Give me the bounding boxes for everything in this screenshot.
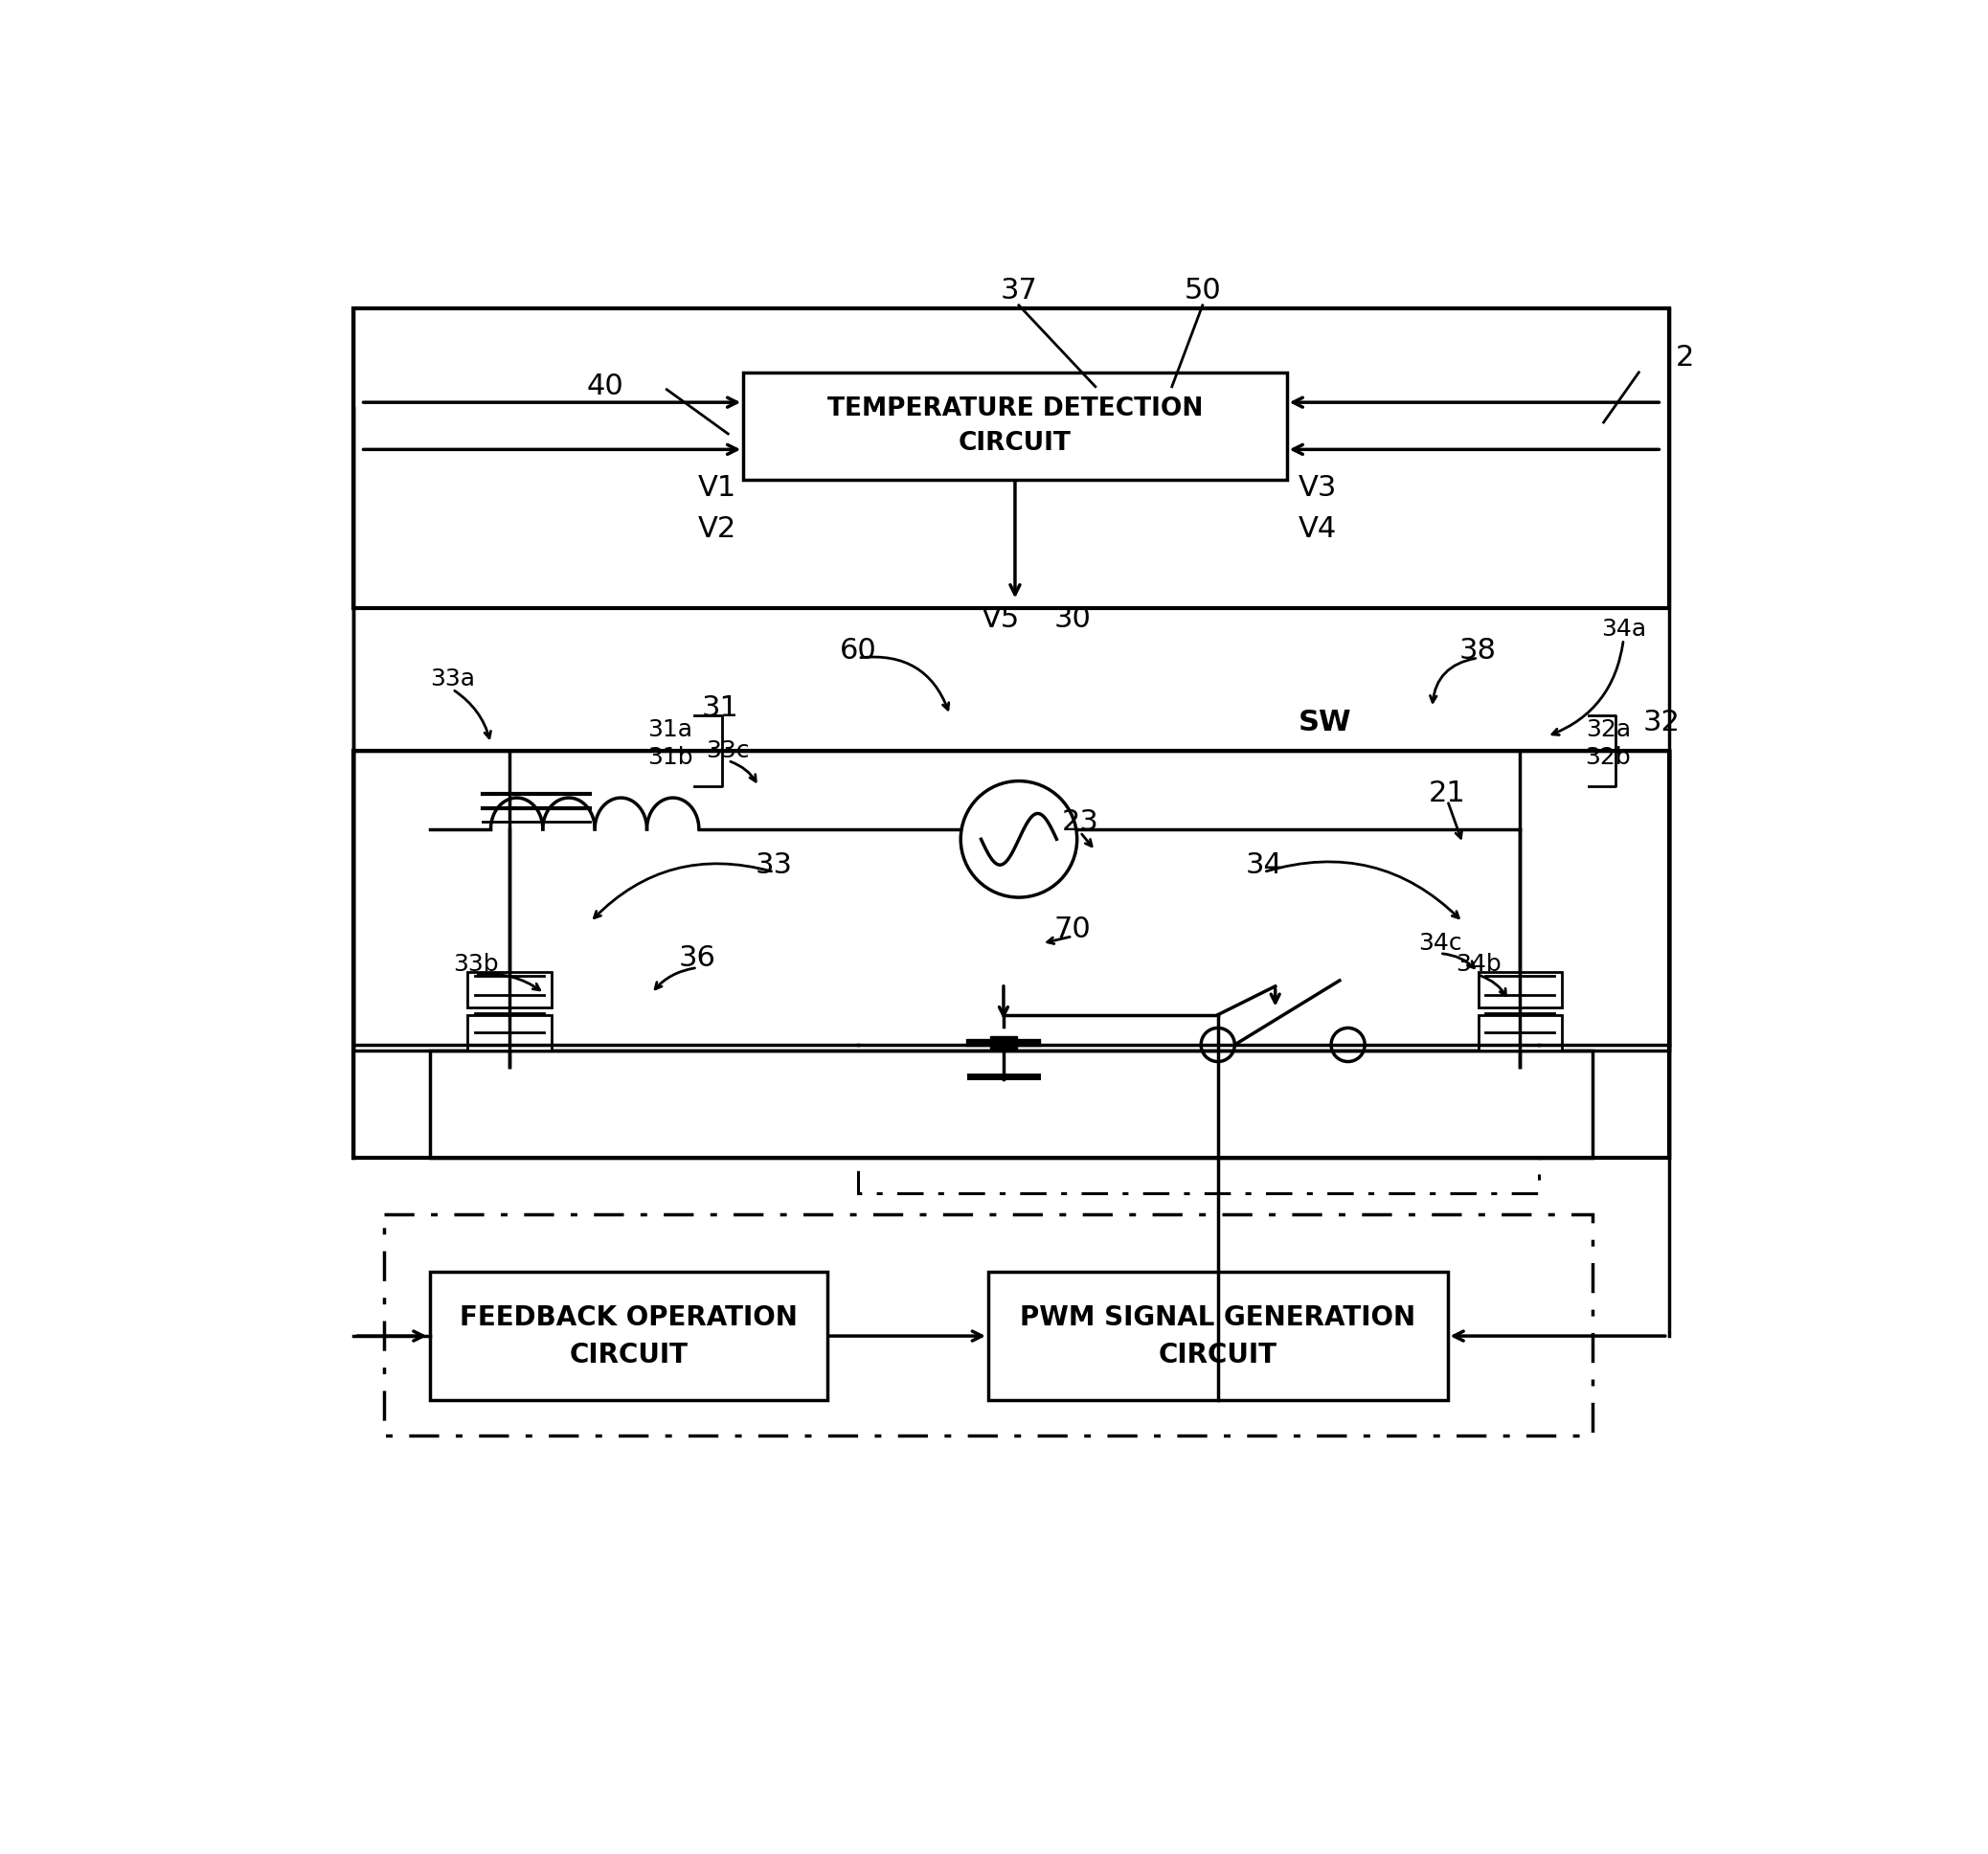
- Bar: [354, 751, 1670, 1051]
- Text: 31b: 31b: [646, 747, 692, 769]
- Text: 37: 37: [1000, 276, 1038, 304]
- Text: 23: 23: [1062, 808, 1099, 836]
- Text: 33b: 33b: [453, 953, 499, 977]
- Text: 34a: 34a: [1600, 617, 1646, 641]
- Text: 33c: 33c: [706, 740, 749, 762]
- Text: SW: SW: [1298, 708, 1352, 736]
- Text: V1: V1: [698, 475, 738, 502]
- Text: 33a: 33a: [429, 667, 475, 692]
- Bar: [1479, 1014, 1563, 1051]
- Text: FEEDBACK OPERATION
CIRCUIT: FEEDBACK OPERATION CIRCUIT: [459, 1303, 797, 1368]
- Text: 40: 40: [586, 373, 624, 400]
- Text: 50: 50: [1185, 276, 1221, 304]
- Text: 36: 36: [678, 944, 716, 971]
- Bar: [744, 373, 1286, 480]
- Text: V2: V2: [698, 515, 738, 543]
- Bar: [467, 971, 553, 1007]
- Text: 34: 34: [1244, 851, 1282, 879]
- Text: 31a: 31a: [648, 717, 692, 742]
- Text: 30: 30: [1054, 606, 1091, 634]
- Text: TEMPERATURE DETECTION
CIRCUIT: TEMPERATURE DETECTION CIRCUIT: [827, 397, 1203, 456]
- Text: 33: 33: [755, 851, 793, 879]
- Text: V5: V5: [982, 606, 1020, 634]
- Text: 34c: 34c: [1417, 933, 1461, 955]
- Bar: [988, 1272, 1447, 1400]
- Text: V4: V4: [1298, 515, 1336, 543]
- Text: 2: 2: [1676, 345, 1694, 373]
- Bar: [859, 1014, 1539, 1194]
- Text: 70: 70: [1054, 916, 1091, 944]
- Text: 32: 32: [1644, 708, 1680, 736]
- Text: 32b: 32b: [1584, 747, 1630, 769]
- Bar: [429, 1272, 827, 1400]
- Text: 60: 60: [839, 638, 877, 664]
- Bar: [354, 308, 1670, 608]
- Text: 21: 21: [1429, 781, 1465, 806]
- Bar: [354, 751, 1670, 1157]
- Bar: [990, 1036, 1018, 1051]
- Text: 32a: 32a: [1586, 717, 1630, 742]
- Bar: [384, 1214, 1592, 1435]
- Text: 38: 38: [1459, 638, 1497, 664]
- Text: V3: V3: [1298, 475, 1336, 502]
- Text: 31: 31: [702, 693, 740, 721]
- Bar: [1479, 971, 1563, 1007]
- Text: PWM SIGNAL GENERATION
CIRCUIT: PWM SIGNAL GENERATION CIRCUIT: [1020, 1303, 1415, 1368]
- Text: 34b: 34b: [1455, 953, 1501, 977]
- Bar: [467, 1014, 553, 1051]
- Bar: [429, 1051, 1592, 1157]
